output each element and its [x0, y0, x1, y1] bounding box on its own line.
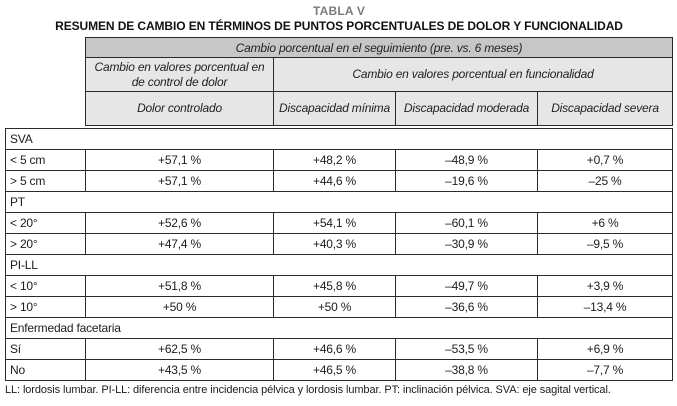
cell-value: –30,9 %: [395, 233, 538, 255]
cell-value: +3,9 %: [536, 275, 674, 297]
section-label: Enfermedad facetaria: [4, 317, 674, 339]
col-header-discapacidad-moderada: Discapacidad moderada: [395, 91, 538, 126]
cell-value: –9,5 %: [536, 233, 674, 255]
section-row-enfermedad-facetaria: Enfermedad facetaria: [4, 317, 674, 339]
row-label: No: [5, 359, 86, 381]
table-row: Sí +62,5 % +46,6 % –53,5 % +6,9 %: [5, 338, 674, 360]
cell-value: +57,1 %: [85, 149, 274, 171]
row-label: < 20°: [5, 212, 86, 234]
section-label: PT: [4, 191, 674, 213]
header-row-columns: Dolor controlado Discapacidad mínima Dis…: [85, 91, 673, 126]
span-header-cell: Cambio porcentual en el seguimiento (pre…: [85, 37, 673, 58]
row-label: > 20°: [5, 233, 86, 255]
col-header-discapacidad-severa: Discapacidad severa: [537, 91, 673, 126]
table-number: TABLA V: [312, 4, 366, 18]
cell-value: +43,5 %: [85, 359, 274, 381]
cell-value: –38,8 %: [395, 359, 538, 381]
cell-value: +47,4 %: [85, 233, 274, 255]
table-row: < 5 cm +57,1 % +48,2 % –48,9 % +0,7 %: [5, 149, 674, 171]
section-row-sva: SVA: [4, 128, 674, 150]
cell-value: +6,9 %: [536, 338, 674, 360]
table-footnote: LL: lordosis lumbar. PI-LL: diferencia e…: [5, 384, 611, 396]
table-row: > 20° +47,4 % +40,3 % –30,9 % –9,5 %: [5, 233, 674, 255]
row-label: > 5 cm: [5, 170, 86, 192]
header-table: Cambio porcentual en el seguimiento (pre…: [85, 37, 673, 126]
section-row-pt: PT: [4, 191, 674, 213]
cell-value: +57,1 %: [85, 170, 274, 192]
row-label: < 5 cm: [5, 149, 86, 171]
cell-value: –48,9 %: [395, 149, 538, 171]
cell-value: +50 %: [273, 296, 396, 318]
cell-value: +40,3 %: [273, 233, 396, 255]
table-row: < 10° +51,8 % +45,8 % –49,7 % +3,9 %: [5, 275, 674, 297]
cell-value: –25 %: [536, 170, 674, 192]
table-row: > 10° +50 % +50 % –36,6 % –13,4 %: [5, 296, 674, 318]
row-label: < 10°: [5, 275, 86, 297]
row-label: Sí: [5, 338, 86, 360]
table-title: RESUMEN DE CAMBIO EN TÉRMINOS DE PUNTOS …: [55, 19, 623, 33]
col-header-dolor-controlado: Dolor controlado: [85, 91, 274, 126]
cell-value: +52,6 %: [85, 212, 274, 234]
group-header-functionality: Cambio en valores porcentual en funciona…: [273, 57, 673, 92]
cell-value: +48,2 %: [273, 149, 396, 171]
group-header-pain: Cambio en valores porcentual en de contr…: [85, 57, 274, 92]
cell-value: –53,5 %: [395, 338, 538, 360]
section-label: PI-LL: [4, 254, 674, 276]
table-row: No +43,5 % +46,5 % –38,8 % –7,7 %: [5, 359, 674, 381]
table-row: > 5 cm +57,1 % +44,6 % –19,6 % –25 %: [5, 170, 674, 192]
cell-value: +54,1 %: [273, 212, 396, 234]
title-block: TABLA V RESUMEN DE CAMBIO EN TÉRMINOS DE…: [5, 4, 673, 33]
row-label: > 10°: [5, 296, 86, 318]
cell-value: +0,7 %: [536, 149, 674, 171]
cell-value: –7,7 %: [536, 359, 674, 381]
section-row-pill: PI-LL: [4, 254, 674, 276]
cell-value: +51,8 %: [85, 275, 274, 297]
cell-value: +44,6 %: [273, 170, 396, 192]
cell-value: –13,4 %: [536, 296, 674, 318]
cell-value: –60,1 %: [395, 212, 538, 234]
cell-value: +62,5 %: [85, 338, 274, 360]
cell-value: +46,6 %: [273, 338, 396, 360]
cell-value: +50 %: [85, 296, 274, 318]
cell-value: +6 %: [536, 212, 674, 234]
col-header-discapacidad-minima: Discapacidad mínima: [273, 91, 396, 126]
cell-value: +45,8 %: [273, 275, 396, 297]
cell-value: –19,6 %: [395, 170, 538, 192]
body-table: SVA < 5 cm +57,1 % +48,2 % –48,9 % +0,7 …: [4, 128, 674, 381]
cell-value: –49,7 %: [395, 275, 538, 297]
header-row-groups: Cambio en valores porcentual en de contr…: [85, 57, 673, 92]
cell-value: +46,5 %: [273, 359, 396, 381]
table-row: < 20° +52,6 % +54,1 % –60,1 % +6 %: [5, 212, 674, 234]
cell-value: –36,6 %: [395, 296, 538, 318]
section-label: SVA: [4, 128, 674, 150]
header-row-span: Cambio porcentual en el seguimiento (pre…: [85, 37, 673, 58]
